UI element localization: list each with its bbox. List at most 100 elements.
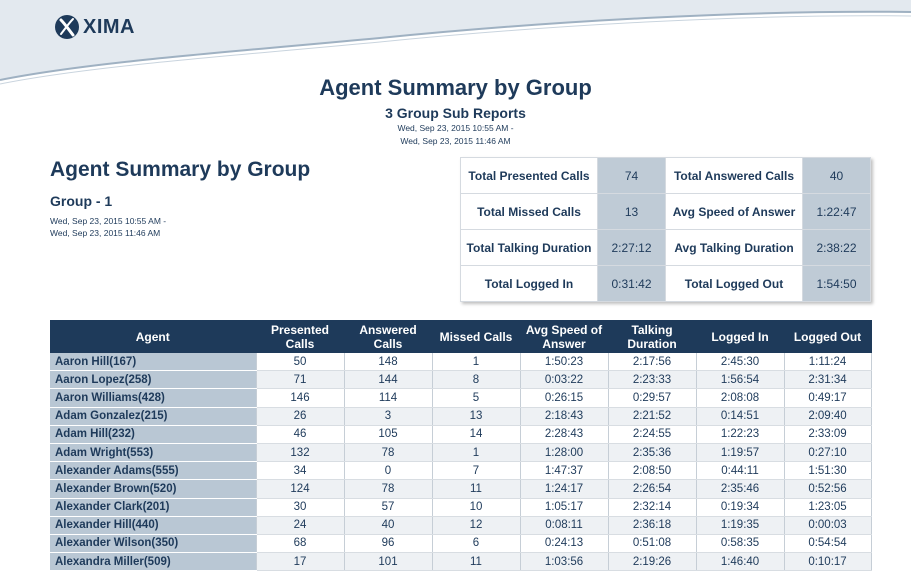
table-row: Alexander Adams(555) 34 0 7 1:47:37 2:08:50 0:… [50, 461, 872, 481]
table-cell: 2:24:55 [608, 425, 697, 444]
table-cell: 24 [256, 516, 345, 535]
column-header[interactable]: Presented Calls [256, 320, 345, 353]
table-cell: 78 [344, 479, 433, 499]
table-cell: 5 [432, 388, 521, 408]
table-cell: 3 [344, 407, 433, 426]
column-header[interactable]: Avg Speed of Answer [520, 320, 609, 353]
table-cell: 2:33:09 [784, 425, 872, 444]
table-cell: 0:08:11 [520, 516, 609, 535]
summary-label: Total Logged Out [665, 265, 803, 302]
table-cell: 1:51:30 [784, 461, 872, 481]
column-header-label: Answered [359, 322, 417, 337]
table-cell: 1:46:40 [696, 552, 785, 571]
logo-text: XIMA [83, 15, 135, 38]
summary-value: 2:27:12 [597, 229, 666, 266]
table-cell: 1:28:00 [520, 443, 609, 463]
column-header-label: Agent [135, 329, 170, 344]
table-header-row: Agent Presented Calls Answered Calls Missed C… [50, 320, 872, 353]
table-cell: 1:22:23 [696, 425, 785, 444]
table-cell: 17 [256, 552, 345, 571]
agent-table: Agent Presented Calls Answered Calls Missed C… [50, 320, 872, 571]
table-cell: 68 [256, 534, 345, 554]
agent-name-cell: Alexander Adams(555) [50, 461, 257, 481]
table-cell: 78 [344, 443, 433, 463]
table-cell: 1:50:23 [520, 353, 609, 372]
table-cell: 2:21:52 [608, 407, 697, 426]
table-cell: 148 [344, 353, 433, 372]
table-cell: 2:45:30 [696, 353, 785, 372]
summary-value: 1:54:50 [802, 265, 871, 302]
table-row: Adam Wright(553) 132 78 1 1:28:00 2:35:36 1:19… [50, 443, 872, 463]
column-header-label: Missed Calls [439, 329, 513, 344]
table-cell: 1:47:37 [520, 461, 609, 481]
table-row: Aaron Williams(428) 146 114 5 0:26:15 0:29:57… [50, 388, 872, 408]
table-cell: 11 [432, 479, 521, 499]
table-cell: 132 [256, 443, 345, 463]
table-cell: 2:17:56 [608, 353, 697, 372]
table-row: Alexandra Miller(509) 17 101 11 1:03:56 2:19:… [50, 552, 872, 571]
agent-name-cell: Adam Gonzalez(215) [50, 407, 257, 426]
table-cell: 34 [256, 461, 345, 481]
column-header-label: Logged In [711, 329, 769, 344]
table-cell: 0:58:35 [696, 534, 785, 554]
column-header[interactable]: Answered Calls [344, 320, 433, 353]
table-row: Alexander Brown(520) 124 78 11 1:24:17 2:26:5… [50, 479, 872, 499]
table-cell: 1:24:17 [520, 479, 609, 499]
agent-name-cell: Alexandra Miller(509) [50, 552, 257, 571]
table-cell: 0:24:13 [520, 534, 609, 554]
table-cell: 0:10:17 [784, 552, 872, 571]
table-cell: 0:26:15 [520, 388, 609, 408]
column-header[interactable]: Agent [50, 320, 257, 353]
agent-name-cell: Alexander Brown(520) [50, 479, 257, 499]
table-cell: 0:29:57 [608, 388, 697, 408]
table-row: Aaron Hill(167) 50 148 1 1:50:23 2:17:56 2:45:… [50, 353, 872, 372]
table-cell: 0:49:17 [784, 388, 872, 408]
summary-value: 40 [802, 157, 871, 194]
table-cell: 0:44:11 [696, 461, 785, 481]
table-cell: 2:31:34 [784, 370, 872, 390]
xima-logo-icon [55, 15, 79, 39]
column-header[interactable]: Logged Out [784, 320, 872, 353]
report-title: Agent Summary by Group [319, 75, 592, 100]
table-cell: 2:19:26 [608, 552, 697, 571]
table-cell: 7 [432, 461, 521, 481]
table-cell: 2:08:08 [696, 388, 785, 408]
summary-row: Total Missed Calls 13 Avg Speed of Answe… [460, 193, 871, 230]
table-cell: 1:05:17 [520, 498, 609, 517]
table-cell: 6 [432, 534, 521, 554]
table-cell: 1:19:57 [696, 443, 785, 463]
table-cell: 0:19:34 [696, 498, 785, 517]
agent-name-cell: Adam Hill(232) [50, 425, 257, 444]
table-cell: 40 [344, 516, 433, 535]
table-cell: 2:23:33 [608, 370, 697, 390]
summary-label: Total Presented Calls [460, 157, 598, 194]
column-header[interactable]: Talking Duration [608, 320, 697, 353]
table-cell: 46 [256, 425, 345, 444]
column-header-label: Calls [285, 336, 315, 351]
column-header-label: Answer [542, 336, 586, 351]
summary-label: Total Missed Calls [460, 193, 598, 230]
summary-value: 0:31:42 [597, 265, 666, 302]
report-header: Agent Summary by Group 3 Group Sub Repor… [0, 75, 911, 147]
table-cell: 101 [344, 552, 433, 571]
column-header[interactable]: Missed Calls [432, 320, 521, 353]
summary-label: Total Talking Duration [460, 229, 598, 266]
table-cell: 1 [432, 353, 521, 372]
table-cell: 105 [344, 425, 433, 444]
agent-name-cell: Alexander Clark(201) [50, 498, 257, 517]
table-cell: 1:11:24 [784, 353, 872, 372]
table-cell: 1 [432, 443, 521, 463]
table-cell: 10 [432, 498, 521, 517]
table-row: Adam Hill(232) 46 105 14 2:28:43 2:24:55 1:22:… [50, 425, 872, 444]
summary-label: Total Answered Calls [665, 157, 803, 194]
summary-label: Total Logged In [460, 265, 598, 302]
group-date-end: Wed, Sep 23, 2015 11:46 AM [50, 228, 161, 238]
table-cell: 1:03:56 [520, 552, 609, 571]
agent-name-cell: Aaron Lopez(258) [50, 370, 257, 390]
agent-name-cell: Aaron Williams(428) [50, 388, 257, 408]
table-row: Alexander Wilson(350) 68 96 6 0:24:13 0:51:08… [50, 534, 872, 554]
agent-name-cell: Aaron Hill(167) [50, 353, 257, 372]
table-cell: 0:51:08 [608, 534, 697, 554]
table-row: Alexander Hill(440) 24 40 12 0:08:11 2:36:18 1… [50, 516, 872, 535]
column-header[interactable]: Logged In [696, 320, 785, 353]
